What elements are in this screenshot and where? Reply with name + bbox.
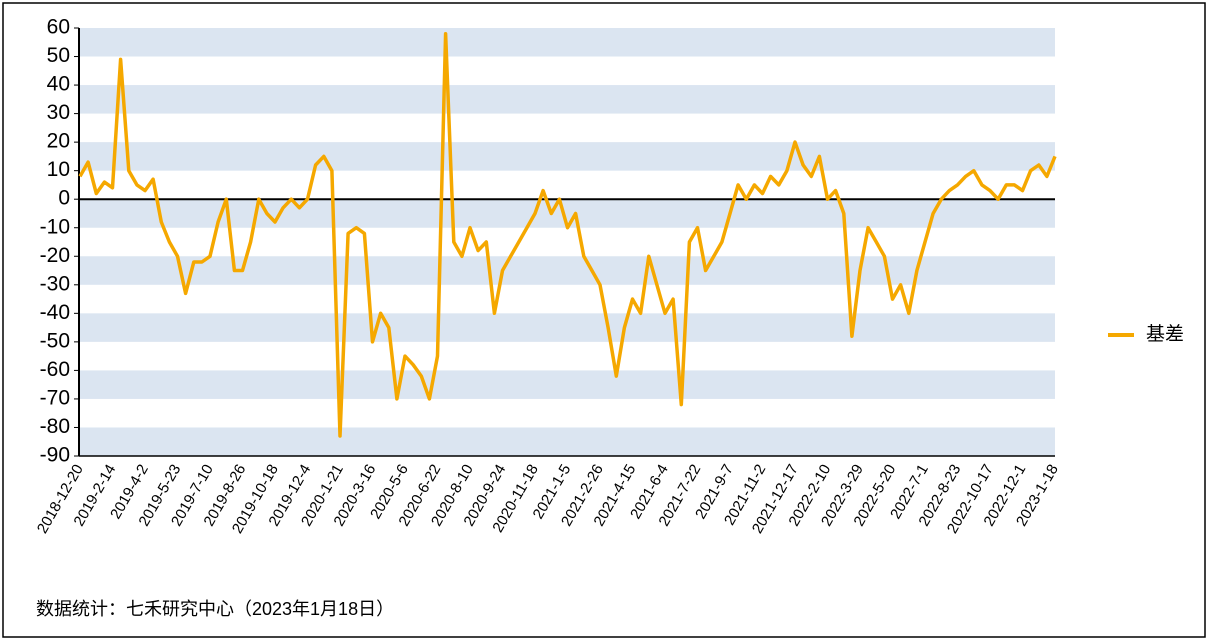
grid-band (80, 256, 1055, 285)
y-tick-label: 20 (47, 130, 70, 153)
y-tick-label: -60 (40, 358, 70, 381)
y-tick-label: 40 (47, 73, 70, 96)
grid-band (80, 427, 1055, 456)
y-tick-label: -20 (40, 244, 70, 267)
y-tick-label: -80 (40, 415, 70, 438)
y-tick-label: -10 (40, 215, 70, 238)
legend-label: 基差 (1146, 323, 1184, 345)
y-tick-label: 30 (47, 101, 70, 124)
y-tick-label: -70 (40, 386, 70, 409)
y-tick-label: -30 (40, 272, 70, 295)
grid-band (80, 313, 1055, 342)
y-tick-label: 0 (58, 187, 70, 210)
source-note: 数据统计：七禾研究中心（2023年1月18日） (36, 599, 394, 619)
y-tick-label: -90 (40, 444, 70, 467)
y-tick-label: -50 (40, 329, 70, 352)
data-line (78, 31, 1057, 438)
y-tick-label: -40 (40, 301, 70, 324)
grid-band (80, 142, 1055, 171)
grid-band (80, 28, 1055, 57)
y-tick-label: 50 (47, 44, 70, 67)
grid-band (80, 85, 1055, 114)
grid-band (80, 370, 1055, 399)
y-tick-label: 60 (47, 16, 70, 39)
y-tick-label: 10 (47, 158, 70, 181)
